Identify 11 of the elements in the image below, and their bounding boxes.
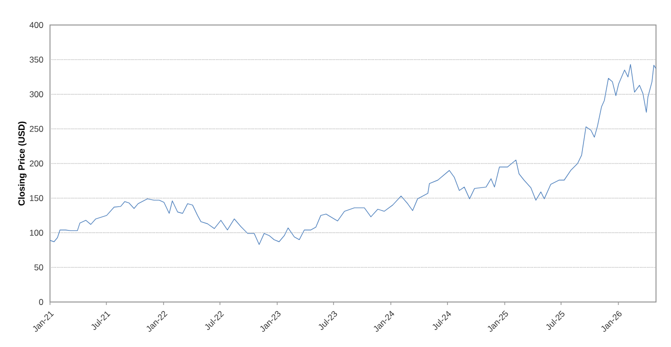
y-axis-title: Closing Price (USD) [18,122,27,206]
y-tick-label: 50 [34,264,44,270]
y-tick-label: 0 [39,299,44,305]
line-series [50,64,656,245]
y-tick-label: 150 [30,195,44,202]
y-tick-label: 400 [30,22,44,28]
y-tick-label: 300 [30,91,44,98]
y-tick-label: 200 [30,160,44,166]
y-tick-label: 100 [30,230,44,236]
y-tick-label: 350 [30,56,44,63]
y-tick-label: 250 [30,126,44,132]
